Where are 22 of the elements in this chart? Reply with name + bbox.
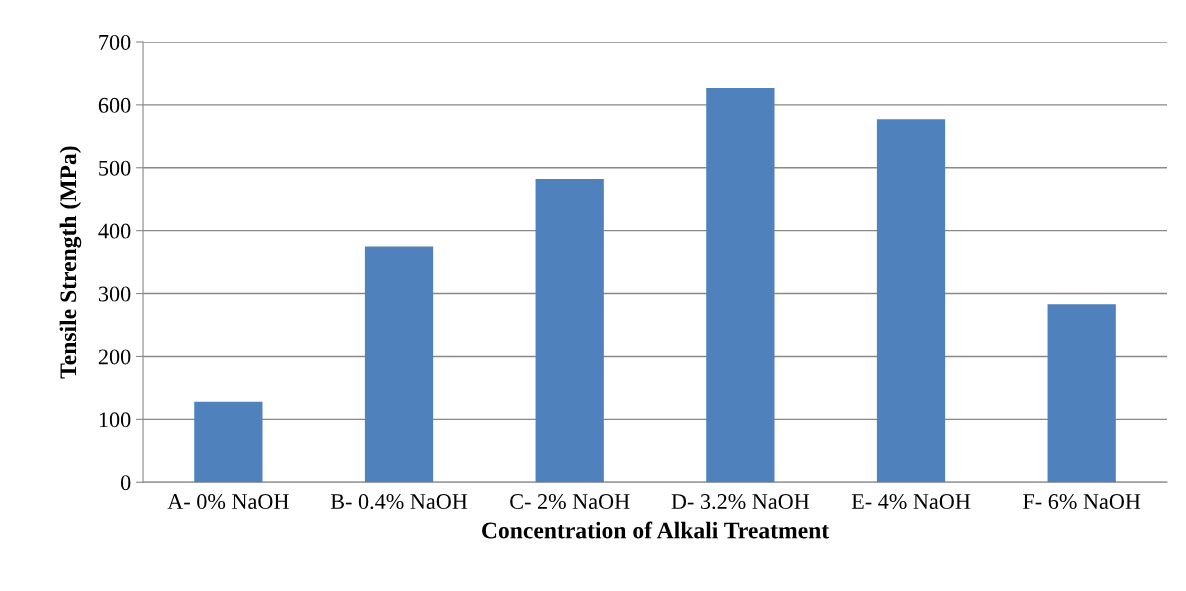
x-tick-label: C- 2% NaOH [510,494,630,510]
x-tick-label: B- 0.4% NaOH [330,494,468,510]
x-tick-label: F- 6% NaOH [1023,494,1141,510]
y-tick-label: 300 [98,286,131,302]
x-tick-label: E- 4% NaOH [851,494,971,510]
bar [364,246,434,483]
x-tick-label: A- 0% NaOH [167,494,289,510]
y-tick-label: 600 [98,97,131,113]
x-tick-label: D- 3.2% NaOH [671,494,810,510]
bar [1047,304,1116,483]
y-tick-label: 100 [99,412,131,428]
bar [706,87,775,483]
bar [194,401,263,483]
bar [876,119,946,483]
y-axis-title: Tensile Strength (MPa) [59,146,82,379]
y-tick-label: 700 [99,34,131,50]
y-tick-label: 200 [98,349,131,365]
x-axis-title: Concentration of Alkali Treatment [482,521,830,539]
y-tick-label: 0 [120,475,131,491]
bar [535,179,604,483]
y-tick-label: 500 [99,160,131,176]
y-tick-label: 400 [98,223,131,239]
